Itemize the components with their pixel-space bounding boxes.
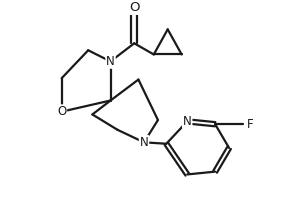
Text: F: F xyxy=(247,118,254,131)
Text: N: N xyxy=(106,55,115,68)
Text: O: O xyxy=(57,105,66,118)
Text: N: N xyxy=(140,136,148,149)
Text: N: N xyxy=(183,115,192,128)
Text: O: O xyxy=(129,1,139,14)
